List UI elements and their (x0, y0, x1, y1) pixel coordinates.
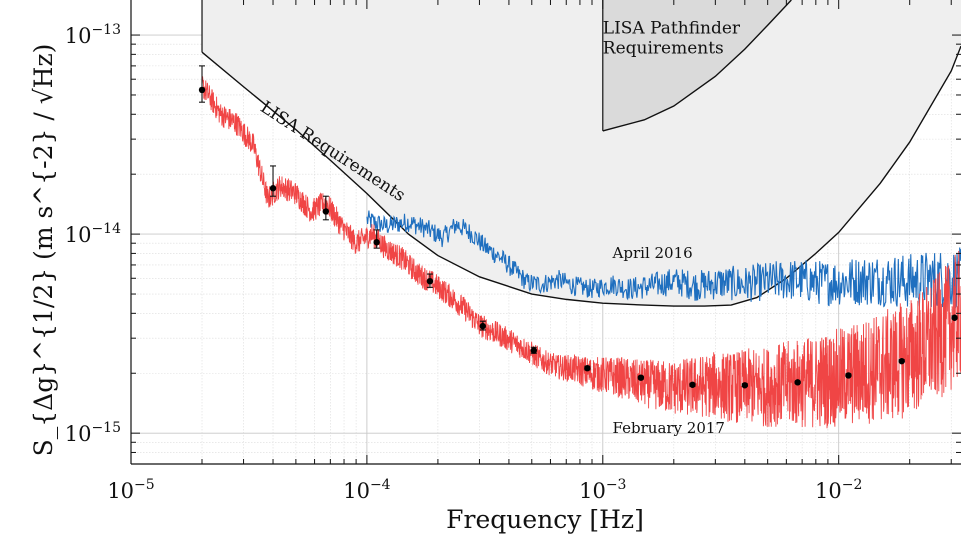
tick-exponent: −13 (91, 22, 121, 38)
data-point (951, 314, 958, 321)
data-point (269, 185, 277, 192)
x-tick-label: 10−5 (107, 477, 154, 503)
x-tick-label: 10−4 (343, 477, 390, 503)
y-axis-label: S_{Δg}^{1/2} (m s^{-2} / √Hz) (29, 44, 58, 457)
tick-exponent: −14 (91, 221, 121, 237)
data-point (898, 357, 905, 365)
binned-point (845, 372, 852, 379)
data-point (373, 239, 380, 246)
tick-base: 10 (107, 479, 134, 503)
tick-base: 10 (815, 479, 842, 503)
y-tick-label: 10−15 (65, 420, 121, 446)
binned-point (794, 379, 801, 386)
pathfinder-requirement-curve (602, 0, 792, 132)
binned-point (269, 165, 277, 197)
tick-base: 10 (65, 24, 92, 48)
tick-base: 10 (65, 422, 92, 446)
tick-base: 10 (579, 479, 606, 503)
binned-point (898, 357, 905, 365)
data-series (201, 74, 961, 429)
tick-base: 10 (343, 479, 370, 503)
tick-exponent: −3 (606, 477, 627, 493)
binned-points (198, 65, 958, 389)
data-point (689, 381, 696, 388)
data-point (637, 374, 645, 381)
binned-point (198, 65, 206, 103)
tick-exponent: −4 (370, 477, 391, 493)
requirement-regions (201, 0, 961, 307)
data-point (584, 365, 591, 372)
binned-point (426, 273, 434, 288)
binned-point (530, 346, 538, 354)
data-point (741, 382, 749, 389)
lisa-requirement-curve (201, 45, 961, 307)
series-february-2017 (201, 74, 961, 429)
annotation-label: Requirements (603, 38, 724, 58)
data-point (198, 86, 206, 94)
tick-base: 10 (65, 223, 92, 247)
data-point (530, 347, 538, 354)
tick-exponent: −5 (134, 477, 155, 493)
x-tick-label: 10−3 (579, 477, 626, 503)
annotation-label: LISA Pathfinder (603, 18, 741, 38)
annotation-label: April 2016 (612, 244, 693, 262)
data-point (426, 278, 434, 285)
binned-point (689, 381, 696, 388)
annotation-label: February 2017 (613, 419, 725, 437)
tick-exponent: −2 (842, 477, 863, 493)
binned-point (322, 195, 330, 221)
series-april-2016 (366, 210, 961, 309)
x-axis-label: Frequency [Hz] (446, 505, 644, 534)
binned-point (951, 314, 958, 321)
axes (130, 0, 961, 465)
data-point (794, 379, 801, 386)
data-point (479, 322, 487, 330)
y-tick-label: 10−13 (65, 22, 121, 48)
x-tick-label: 10−2 (815, 477, 862, 503)
pathfinder-requirement-region (602, 0, 792, 131)
binned-point (479, 320, 487, 331)
binned-point (373, 229, 380, 249)
binned-point (741, 382, 749, 389)
data-point (845, 372, 852, 379)
data-point (322, 208, 330, 215)
y-tick-label: 10−14 (65, 221, 121, 247)
binned-point (584, 365, 591, 372)
lisa-requirement-region (202, 0, 961, 307)
binned-point (637, 374, 645, 381)
tick-exponent: −15 (91, 420, 121, 436)
